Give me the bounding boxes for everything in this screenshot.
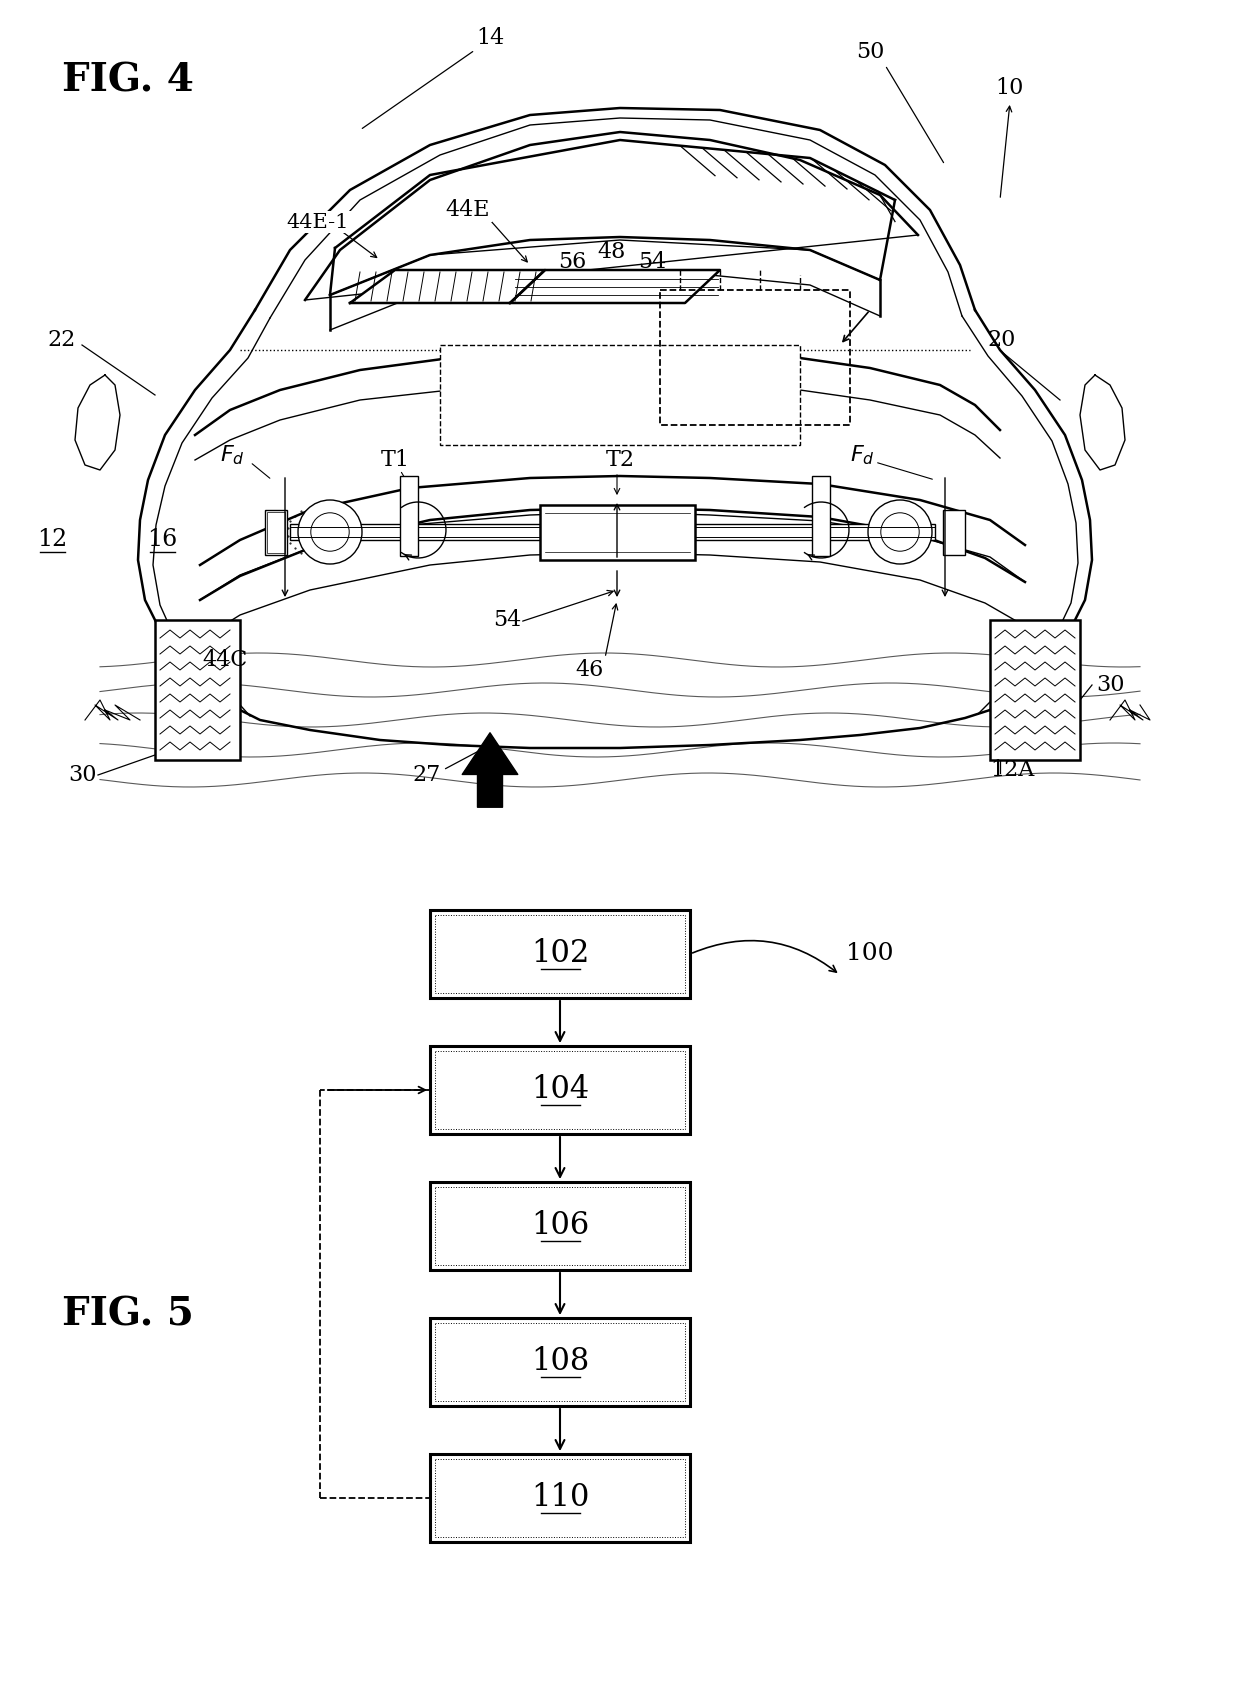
Bar: [435, 1459, 684, 1536]
Bar: [430, 910, 689, 998]
Bar: [942, 510, 965, 556]
Bar: [435, 915, 684, 993]
Polygon shape: [510, 269, 720, 303]
Text: FIG. 5: FIG. 5: [62, 1294, 193, 1333]
Text: 44E-1: 44E-1: [286, 212, 350, 232]
Text: 20: 20: [988, 329, 1017, 351]
Text: 12: 12: [37, 529, 67, 552]
Bar: [435, 1187, 684, 1265]
Text: 30: 30: [68, 764, 97, 786]
Bar: [990, 620, 1080, 761]
Bar: [435, 1050, 684, 1128]
Polygon shape: [195, 351, 999, 461]
Polygon shape: [330, 141, 895, 295]
Bar: [430, 1318, 689, 1406]
Bar: [539, 505, 694, 561]
Circle shape: [868, 500, 932, 564]
Bar: [155, 620, 241, 761]
Polygon shape: [330, 237, 880, 330]
Text: 110: 110: [531, 1482, 589, 1513]
Polygon shape: [200, 508, 1025, 640]
Polygon shape: [350, 269, 546, 303]
Text: 54: 54: [637, 251, 666, 273]
Polygon shape: [1080, 374, 1125, 469]
Bar: [812, 476, 830, 556]
Text: $F_d$: $F_d$: [849, 444, 874, 468]
Text: 44E: 44E: [445, 198, 490, 220]
Text: 44C: 44C: [202, 649, 248, 671]
Polygon shape: [74, 374, 120, 469]
Text: 102: 102: [531, 938, 589, 969]
Text: 27: 27: [413, 764, 441, 786]
Text: 12A: 12A: [990, 759, 1034, 781]
Text: 106: 106: [531, 1211, 589, 1242]
Bar: [430, 1182, 689, 1270]
Bar: [267, 512, 285, 552]
Text: T2: T2: [605, 449, 635, 471]
Text: 30: 30: [1096, 674, 1125, 696]
Text: 54: 54: [492, 610, 521, 630]
Text: 10: 10: [996, 76, 1024, 98]
Text: 48: 48: [598, 241, 626, 263]
Bar: [290, 523, 935, 540]
Text: 16: 16: [146, 529, 177, 552]
FancyArrowPatch shape: [463, 734, 518, 808]
Bar: [401, 476, 418, 556]
Text: 14: 14: [476, 27, 505, 49]
Text: FIG. 4: FIG. 4: [62, 63, 193, 100]
Bar: [265, 510, 286, 556]
Text: 46: 46: [575, 659, 604, 681]
Polygon shape: [200, 476, 1025, 600]
Text: 50: 50: [856, 41, 884, 63]
Text: 108: 108: [531, 1347, 589, 1377]
Text: 104: 104: [531, 1074, 589, 1106]
Bar: [430, 1453, 689, 1542]
Polygon shape: [305, 132, 918, 300]
Text: 100: 100: [846, 942, 894, 966]
Bar: [430, 1045, 689, 1133]
Text: T1: T1: [381, 449, 409, 471]
Circle shape: [298, 500, 362, 564]
Text: $F_d$: $F_d$: [219, 444, 244, 468]
Bar: [660, 290, 849, 425]
Bar: [435, 1323, 684, 1401]
Text: 22: 22: [48, 329, 76, 351]
Text: 56: 56: [558, 251, 587, 273]
Bar: [440, 346, 800, 446]
